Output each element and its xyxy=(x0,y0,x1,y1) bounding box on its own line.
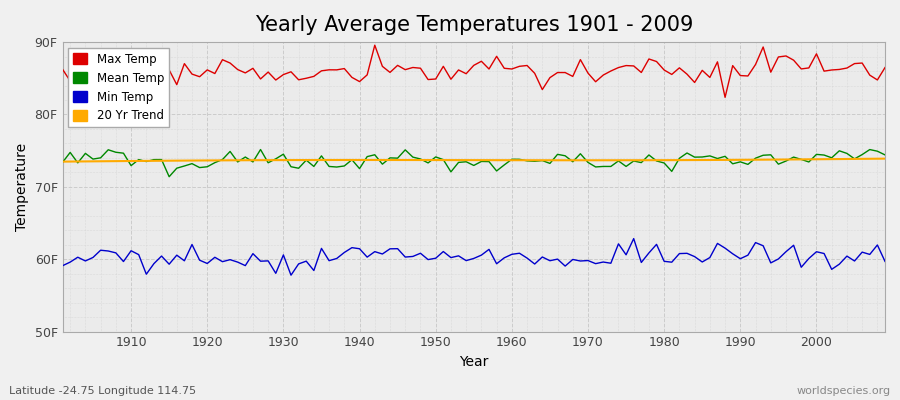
X-axis label: Year: Year xyxy=(459,355,489,369)
Title: Yearly Average Temperatures 1901 - 2009: Yearly Average Temperatures 1901 - 2009 xyxy=(255,15,693,35)
Y-axis label: Temperature: Temperature xyxy=(15,143,29,231)
Text: Latitude -24.75 Longitude 114.75: Latitude -24.75 Longitude 114.75 xyxy=(9,386,196,396)
Legend: Max Temp, Mean Temp, Min Temp, 20 Yr Trend: Max Temp, Mean Temp, Min Temp, 20 Yr Tre… xyxy=(68,48,169,127)
Text: worldspecies.org: worldspecies.org xyxy=(796,386,891,396)
